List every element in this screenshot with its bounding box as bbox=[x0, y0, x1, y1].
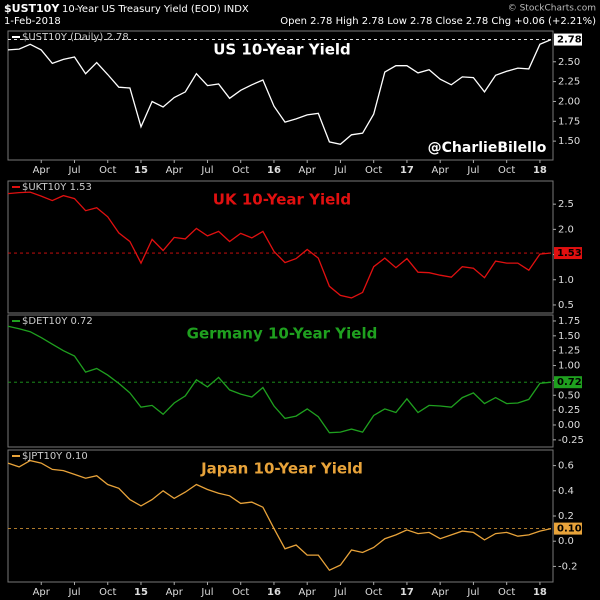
legend-entry: $UKT10Y 1.53 bbox=[22, 182, 92, 193]
x-tick-label: 16 bbox=[267, 165, 281, 176]
x-tick-label: Oct bbox=[498, 587, 515, 598]
x-tick-label: Jul bbox=[200, 587, 213, 598]
last-value-label: 2.78 bbox=[557, 35, 582, 46]
x-tick-label: 17 bbox=[400, 587, 414, 598]
y-tick-label: 0.4 bbox=[558, 486, 574, 497]
y-tick-label: 2.00 bbox=[558, 96, 580, 107]
y-tick-label: 0.00 bbox=[558, 420, 580, 431]
x-tick-label: 18 bbox=[533, 165, 547, 176]
y-tick-label: 1.0 bbox=[558, 275, 574, 286]
x-tick-label: Apr bbox=[166, 587, 184, 598]
last-value-label: 0.72 bbox=[557, 377, 582, 388]
x-tick-label: 18 bbox=[533, 587, 547, 598]
x-tick-label: 15 bbox=[134, 165, 148, 176]
x-tick-label: 16 bbox=[267, 587, 281, 598]
x-tick-label: 17 bbox=[400, 165, 414, 176]
x-tick-label: Apr bbox=[299, 165, 317, 176]
y-tick-label: 1.75 bbox=[558, 116, 580, 127]
x-tick-label: Jul bbox=[466, 165, 479, 176]
series-line bbox=[7, 325, 552, 434]
x-tick-label: Apr bbox=[33, 165, 51, 176]
quote: Open 2.78 High 2.78 Low 2.78 Close 2.78 … bbox=[280, 16, 596, 27]
panel-frame bbox=[7, 314, 554, 448]
last-value-badge bbox=[554, 376, 582, 389]
x-tick-label: Oct bbox=[99, 587, 116, 598]
x-tick-label: 15 bbox=[134, 587, 148, 598]
y-tick-label: 1.00 bbox=[558, 361, 580, 372]
y-tick-label: 0.2 bbox=[558, 511, 574, 522]
x-tick-label: Jul bbox=[67, 165, 80, 176]
last-value-badge bbox=[554, 247, 582, 260]
y-tick-label: 2.25 bbox=[558, 77, 580, 88]
panel-frame bbox=[7, 180, 554, 314]
panel-frame bbox=[7, 30, 554, 161]
y-tick-label: 0.5 bbox=[558, 300, 574, 311]
description: 10-Year US Treasury Yield (EOD) INDX bbox=[62, 4, 249, 15]
y-tick-label: -0.2 bbox=[558, 561, 578, 572]
last-value-label: 1.53 bbox=[557, 248, 582, 259]
x-tick-label: Jul bbox=[466, 587, 479, 598]
series-line bbox=[7, 459, 552, 572]
y-tick-label: 2.50 bbox=[558, 57, 580, 68]
legend-entry: $JPT10Y 0.10 bbox=[22, 451, 88, 462]
last-value-label: 0.10 bbox=[557, 524, 582, 535]
last-value-badge bbox=[554, 33, 582, 46]
y-tick-label: 2.5 bbox=[558, 199, 574, 210]
series-line bbox=[7, 191, 552, 299]
y-tick-label: 1.25 bbox=[558, 346, 580, 357]
x-tick-label: Apr bbox=[432, 587, 450, 598]
symbol: $UST10Y bbox=[4, 2, 60, 15]
x-tick-label: Jul bbox=[67, 587, 80, 598]
x-tick-label: Apr bbox=[432, 165, 450, 176]
x-tick-label: Jul bbox=[333, 165, 346, 176]
y-tick-label: 0.25 bbox=[558, 405, 580, 416]
x-tick-label: Oct bbox=[232, 165, 249, 176]
x-tick-label: Oct bbox=[232, 587, 249, 598]
source: © StockCharts.com bbox=[508, 4, 596, 14]
y-tick-label: 0.6 bbox=[558, 461, 574, 472]
x-tick-label: Jul bbox=[333, 587, 346, 598]
x-tick-label: Oct bbox=[99, 165, 116, 176]
y-tick-label: 0.50 bbox=[558, 390, 580, 401]
y-tick-label: -0.25 bbox=[558, 435, 584, 446]
x-tick-label: Oct bbox=[365, 165, 382, 176]
x-tick-label: Apr bbox=[299, 587, 317, 598]
chart-title: Germany 10-Year Yield bbox=[187, 325, 378, 343]
date: 1-Feb-2018 bbox=[4, 16, 61, 27]
x-tick-label: Oct bbox=[498, 165, 515, 176]
y-tick-label: 1.50 bbox=[558, 136, 580, 147]
x-tick-label: Apr bbox=[33, 587, 51, 598]
chart-title: UK 10-Year Yield bbox=[213, 191, 351, 209]
y-tick-label: 0.0 bbox=[558, 536, 574, 547]
y-tick-label: 2.0 bbox=[558, 224, 574, 235]
last-value-badge bbox=[554, 522, 582, 535]
series-line bbox=[7, 39, 552, 146]
x-tick-label: Apr bbox=[166, 165, 184, 176]
y-tick-label: 1.75 bbox=[558, 316, 580, 327]
x-tick-label: Jul bbox=[200, 165, 213, 176]
legend-entry: $DET10Y 0.72 bbox=[22, 316, 93, 327]
x-tick-label: Oct bbox=[365, 587, 382, 598]
chart-title: US 10-Year Yield bbox=[213, 41, 351, 59]
annotation: @CharlieBilello bbox=[428, 140, 547, 156]
chart-title: Japan 10-Year Yield bbox=[200, 460, 363, 478]
y-tick-label: 1.50 bbox=[558, 331, 580, 342]
legend-entry: $UST10Y (Daily) 2.78 bbox=[22, 32, 129, 43]
